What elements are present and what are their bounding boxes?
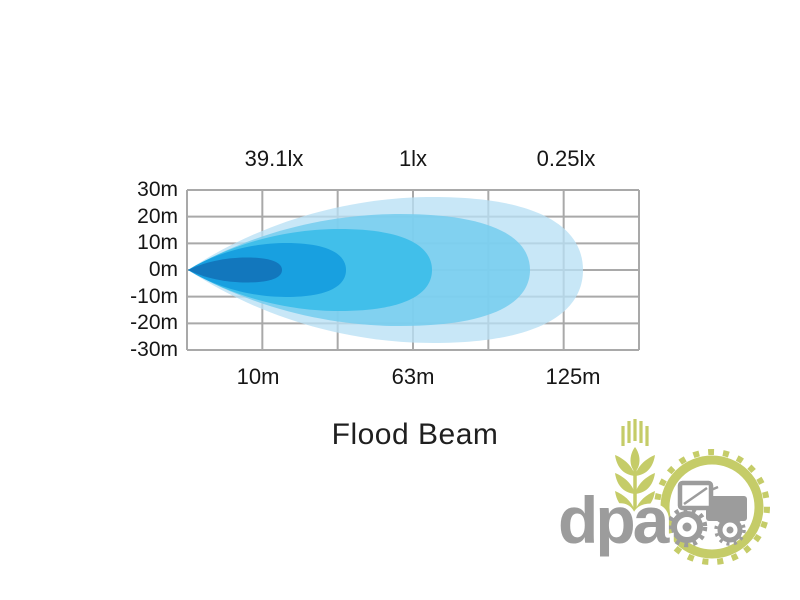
y-axis-label-neg10m: -10m <box>130 284 178 308</box>
chart-title: Flood Beam <box>331 418 499 451</box>
beam-contours <box>188 197 583 343</box>
front-wheel-icon <box>714 514 746 546</box>
y-axis-label-10m: 10m <box>137 231 178 255</box>
wheat-icon <box>615 419 655 536</box>
y-axis-label-30m: 30m <box>137 178 178 201</box>
dpa-logo: dpa <box>556 419 770 565</box>
y-axis-label-20m: 20m <box>137 204 178 228</box>
lux-label-1lx: 1lx <box>398 146 428 171</box>
logo-text-dpa: dpa <box>558 483 671 557</box>
tractor-icon <box>666 480 747 548</box>
lux-label-0-25lx: 0.25lx <box>536 146 596 171</box>
distance-label-125m: 125m <box>545 364 601 389</box>
y-axis-label-0m: 0m <box>148 258 178 281</box>
distance-label-63m: 63m <box>391 364 435 389</box>
tire-ring-icon <box>654 449 770 565</box>
beam-zone-hotspot <box>188 257 282 283</box>
distance-label-10m: 10m <box>236 364 280 389</box>
y-axis-label-neg20m: -20m <box>130 311 178 335</box>
y-axis-label-neg30m: -30m <box>130 338 178 361</box>
lux-label-39-1lx: 39.1lx <box>244 146 304 171</box>
rear-wheel-icon <box>666 506 708 548</box>
